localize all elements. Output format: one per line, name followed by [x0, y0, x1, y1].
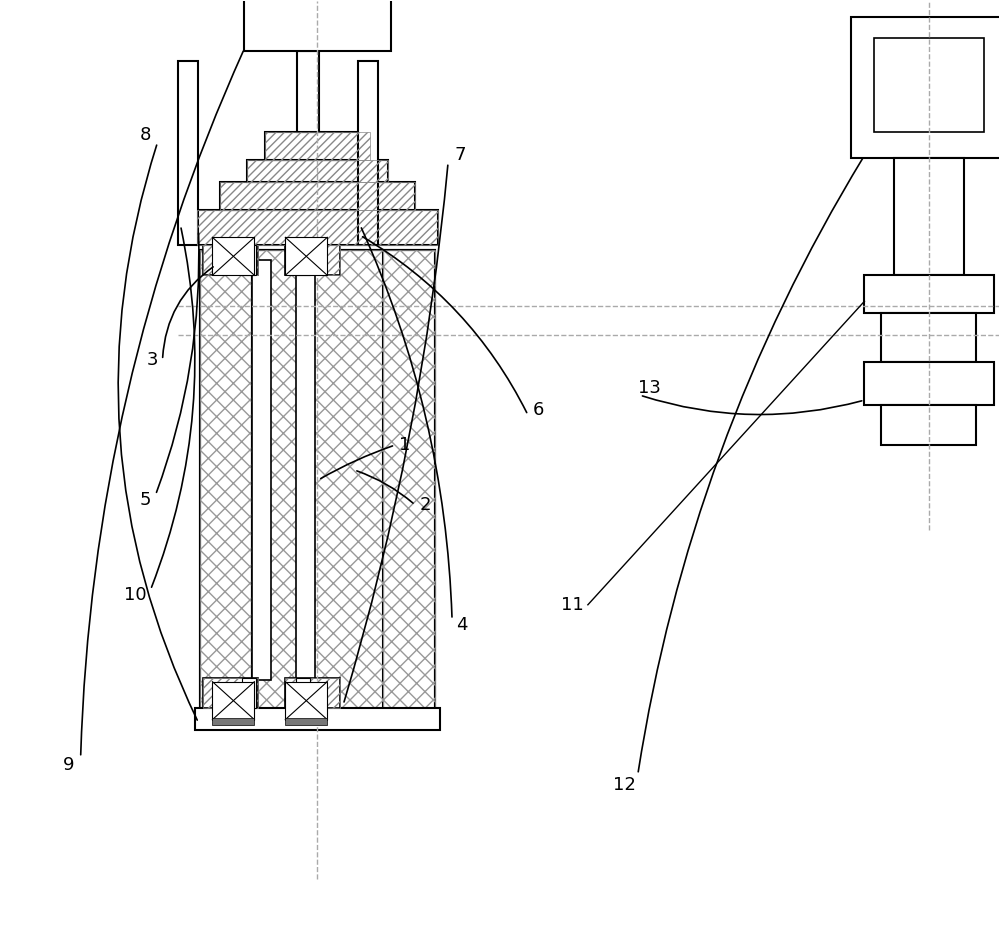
Text: 6: 6 — [532, 401, 544, 419]
Bar — [358, 60, 378, 246]
Bar — [200, 250, 435, 710]
Bar — [864, 275, 994, 313]
Bar — [178, 60, 198, 246]
Bar — [212, 682, 254, 720]
Bar — [212, 718, 254, 724]
Bar — [894, 158, 964, 275]
Bar — [197, 210, 438, 246]
Bar — [864, 362, 994, 405]
Bar — [247, 161, 388, 182]
Bar — [285, 682, 327, 720]
Bar — [285, 237, 327, 275]
Text: 1: 1 — [399, 436, 411, 454]
Bar — [242, 246, 256, 275]
Bar — [297, 50, 319, 132]
Bar — [285, 246, 340, 275]
Text: 12: 12 — [613, 776, 636, 793]
Bar — [252, 260, 271, 680]
Bar — [203, 678, 258, 708]
Bar — [195, 708, 440, 730]
Bar — [285, 246, 340, 275]
Bar — [220, 182, 415, 210]
Bar — [203, 246, 258, 275]
Bar — [383, 250, 435, 710]
Bar — [296, 260, 315, 680]
Bar — [200, 250, 252, 710]
Bar — [203, 246, 258, 275]
Bar — [296, 678, 310, 708]
Text: 13: 13 — [638, 379, 661, 397]
Bar — [874, 37, 984, 132]
Bar — [252, 250, 383, 710]
Bar — [252, 250, 383, 710]
Text: 4: 4 — [456, 616, 468, 633]
Text: 5: 5 — [140, 491, 151, 509]
Text: 9: 9 — [63, 755, 74, 774]
Bar — [220, 182, 415, 210]
Bar — [244, 0, 391, 50]
Text: 7: 7 — [454, 146, 466, 165]
Text: 8: 8 — [140, 126, 151, 144]
Text: 3: 3 — [147, 352, 158, 369]
Bar — [247, 161, 388, 182]
Text: 2: 2 — [419, 496, 431, 514]
Text: 10: 10 — [124, 586, 147, 604]
Bar — [265, 132, 370, 161]
Bar — [197, 210, 438, 246]
Bar — [285, 678, 340, 708]
Bar — [212, 237, 254, 275]
Text: 11: 11 — [561, 596, 583, 614]
Bar — [881, 313, 976, 362]
Bar — [203, 678, 258, 708]
Bar — [851, 17, 1000, 158]
Bar — [285, 718, 327, 724]
Bar — [383, 250, 435, 710]
Bar — [265, 132, 370, 161]
Bar — [285, 678, 340, 708]
Bar — [881, 405, 976, 445]
Bar — [296, 246, 310, 275]
Bar — [200, 250, 252, 710]
Bar — [242, 678, 256, 708]
